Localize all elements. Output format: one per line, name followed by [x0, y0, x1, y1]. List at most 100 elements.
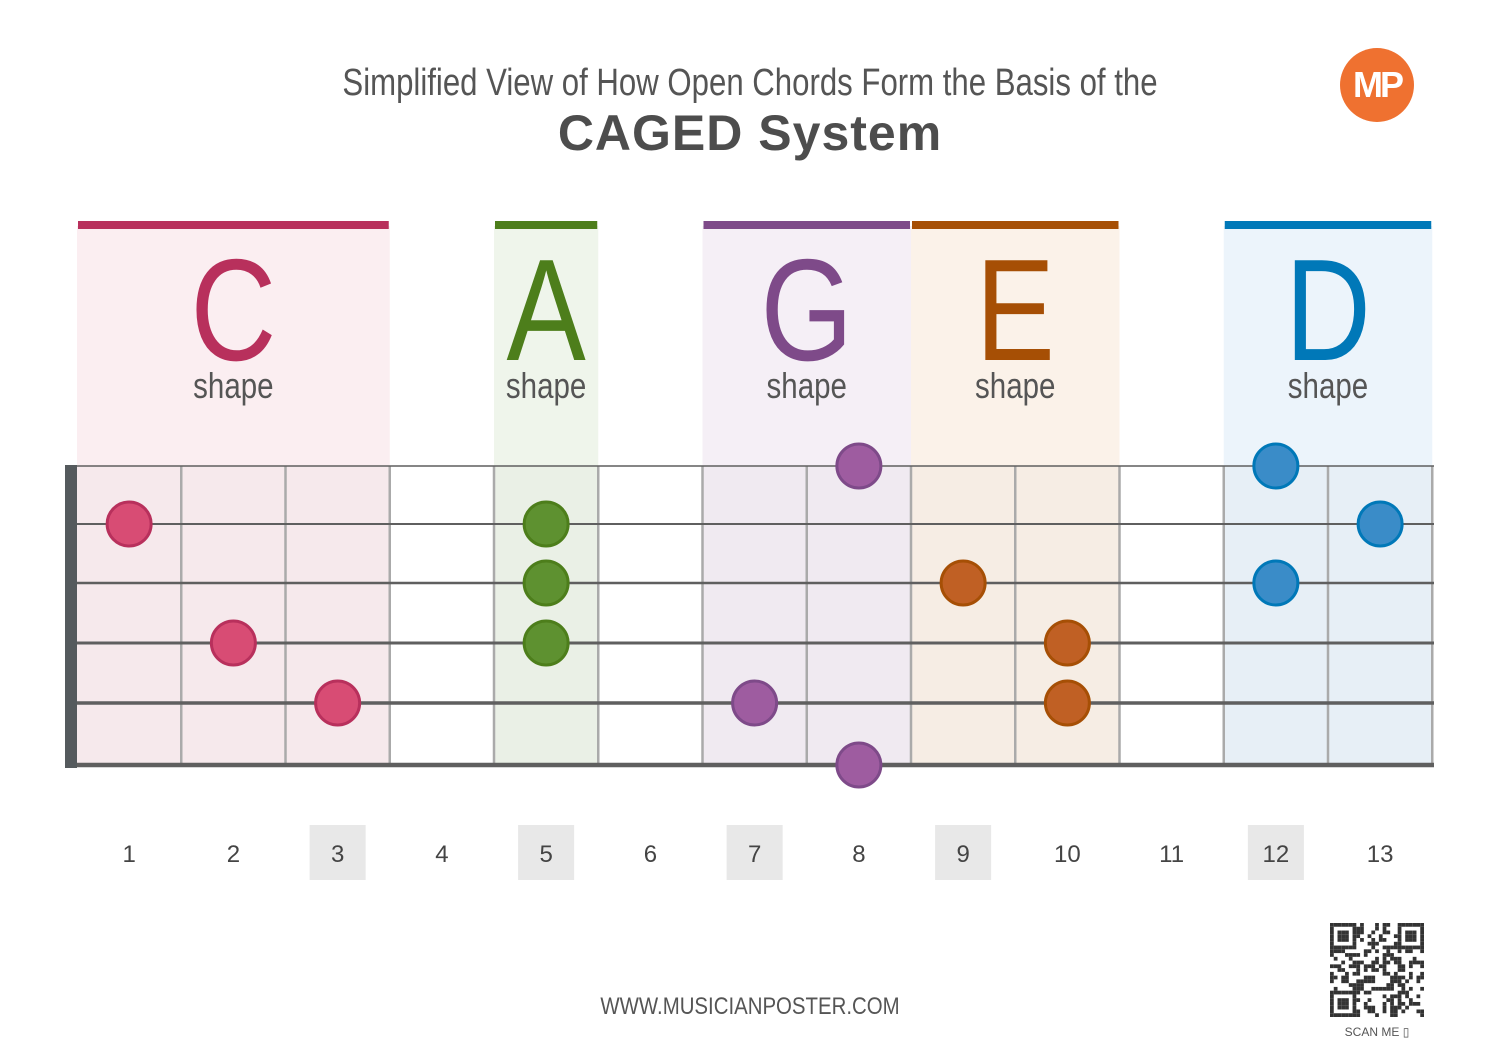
shape-letter-G: G [761, 230, 853, 392]
qr-module [1371, 941, 1376, 946]
qr-module [1348, 983, 1353, 987]
qr-module [1330, 930, 1334, 935]
qr-module [1397, 945, 1402, 950]
fret-number: 4 [435, 841, 448, 868]
qr-module [1367, 949, 1372, 954]
qr-module [1405, 990, 1409, 995]
qr-module [1371, 964, 1376, 969]
shape-header-bg [702, 226, 911, 466]
qr-module [1356, 971, 1361, 976]
fret-number: 10 [1054, 841, 1081, 868]
qr-module [1375, 923, 1379, 927]
qr-module [1352, 990, 1357, 995]
qr-module [1393, 971, 1398, 976]
qr-module [1337, 1005, 1342, 1010]
qr-module [1378, 986, 1383, 991]
qr-module [1360, 960, 1364, 965]
shape-bar [912, 221, 1119, 229]
qr-module [1363, 968, 1368, 972]
qr-module [1360, 923, 1364, 927]
qr-module [1382, 986, 1387, 991]
fret-number: 7 [748, 841, 761, 868]
qr-module [1330, 949, 1334, 954]
qr-module [1341, 968, 1346, 972]
qr-module [1330, 994, 1334, 999]
qr-module [1401, 923, 1406, 927]
qr-module [1416, 975, 1421, 980]
qr-module [1401, 1009, 1406, 1014]
qr-module [1382, 926, 1387, 931]
qr-module [1386, 949, 1391, 954]
qr-module [1386, 945, 1391, 950]
qr-module [1356, 930, 1361, 935]
qr-module [1341, 1013, 1346, 1017]
qr-module [1356, 964, 1361, 969]
qr-module [1397, 941, 1402, 946]
qr-module [1393, 945, 1398, 950]
qr-module [1333, 956, 1338, 961]
qr-module [1393, 960, 1398, 965]
qr-module [1382, 971, 1387, 976]
qr-module [1382, 1009, 1387, 1014]
qr-module [1356, 926, 1361, 931]
qr-module [1330, 1009, 1334, 1014]
qr-module [1341, 975, 1346, 980]
qr-module [1356, 953, 1361, 957]
qr-module [1371, 1009, 1376, 1014]
qr-module [1333, 964, 1338, 969]
qr-module [1356, 998, 1361, 1002]
qr-module [1386, 971, 1391, 976]
qr-module [1412, 960, 1417, 965]
qr-module [1416, 945, 1421, 950]
qr-module [1408, 949, 1413, 954]
shape-header-bg [1223, 226, 1433, 466]
qr-module [1333, 1013, 1338, 1017]
qr-module [1367, 964, 1372, 969]
qr-module [1363, 1001, 1368, 1006]
note-dot-G [731, 679, 779, 727]
qr-module [1348, 990, 1353, 995]
qr-module [1341, 979, 1346, 984]
qr-module [1386, 953, 1391, 957]
qr-module [1330, 938, 1334, 942]
qr-module [1390, 986, 1394, 991]
qr-module [1386, 986, 1391, 991]
scan-me-label: SCAN ME ▯ [1330, 1025, 1424, 1039]
qr-module [1412, 945, 1417, 950]
qr-module [1408, 986, 1413, 991]
qr-module [1330, 998, 1334, 1002]
qr-module [1397, 998, 1402, 1002]
qr-module [1408, 971, 1413, 976]
qr-module [1352, 1013, 1357, 1017]
qr-module [1420, 949, 1424, 954]
website-url[interactable]: WWW.MUSICIANPOSTER.COM [600, 993, 900, 1020]
shape-label: shape [767, 365, 847, 405]
shape-letter-D: D [1285, 230, 1371, 392]
qr-module [1405, 923, 1409, 927]
qr-module [1397, 923, 1402, 927]
qr-module [1397, 934, 1402, 939]
qr-module [1356, 979, 1361, 984]
qr-module [1375, 956, 1379, 961]
shape-header-bg [494, 226, 599, 466]
qr-module [1352, 983, 1357, 987]
fret-marker-bg [309, 825, 366, 880]
qr-module [1393, 979, 1398, 984]
qr-module [1356, 968, 1361, 972]
fret-number: 9 [956, 841, 969, 868]
qr-module [1382, 1005, 1387, 1010]
qr-module [1405, 979, 1409, 984]
qr-module [1412, 930, 1417, 935]
qr-module [1382, 968, 1387, 972]
qr-module [1360, 938, 1364, 942]
qr-module [1352, 971, 1357, 976]
note-dot-A [522, 500, 570, 548]
qr-module [1330, 1005, 1334, 1010]
fret-marker-bg [726, 825, 783, 880]
qr-module [1356, 934, 1361, 939]
qr-module [1420, 1009, 1424, 1014]
qr-module [1371, 968, 1376, 972]
qr-module [1360, 926, 1364, 931]
qr-module [1360, 983, 1364, 987]
qr-module [1352, 1009, 1357, 1014]
